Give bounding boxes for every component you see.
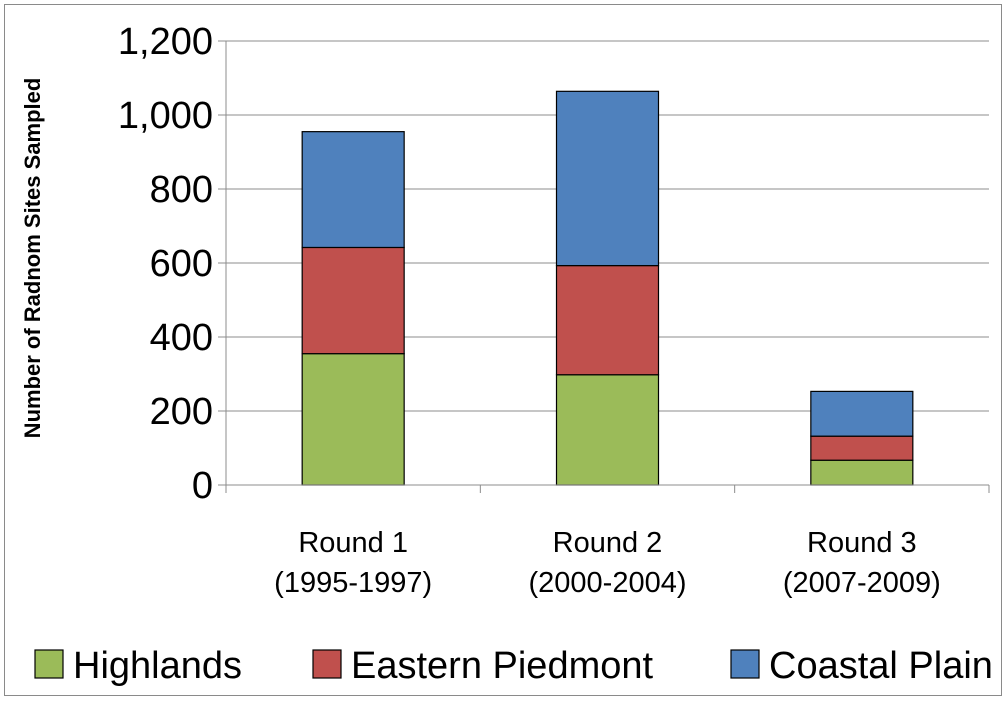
x-tick-label: (2007-2009): [783, 567, 941, 599]
legend-swatch: [34, 649, 64, 679]
bar-segment-coastal-plain: [810, 390, 914, 437]
y-tick-label: 200: [150, 391, 213, 433]
bar-segment-coastal-plain: [301, 131, 405, 249]
x-tick-labels: Round 1 (1995-1997) Round 2 (2000-2004) Roun…: [274, 527, 941, 599]
bar-segment-eastern-piedmont: [555, 264, 660, 376]
legend-swatch: [730, 649, 760, 679]
y-tick-label: 1,000: [118, 95, 213, 137]
legend-label: Coastal Plain: [769, 645, 993, 687]
axes: [225, 41, 990, 493]
y-tick-label: 0: [192, 465, 213, 507]
y-axis-label: Number of Radnom Sites Sampled: [20, 78, 45, 439]
y-tick-label: 400: [150, 317, 213, 359]
x-tick-label: Round 2: [553, 527, 663, 559]
bar-segment-highlands: [810, 459, 914, 486]
bar-segment-highlands: [555, 374, 660, 486]
y-tick-labels: 0 200 400 600 800 1,000 1,200: [118, 21, 213, 507]
x-tick-label: (1995-1997): [274, 567, 432, 599]
y-tick-label: 600: [150, 243, 213, 285]
y-tick-label: 800: [150, 169, 213, 211]
legend-label: Eastern Piedmont: [351, 645, 653, 687]
legend-label: Highlands: [73, 645, 242, 687]
legend-swatch: [312, 649, 342, 679]
chart-frame: [4, 4, 1002, 696]
x-tick-label: (2000-2004): [529, 567, 687, 599]
bar-segment-highlands: [301, 353, 405, 486]
y-tick-label: 1,200: [118, 21, 213, 63]
x-tick-label: Round 3: [807, 527, 917, 559]
bar-segment-eastern-piedmont: [301, 246, 405, 355]
bar-segment-eastern-piedmont: [810, 435, 914, 461]
x-tick-label: Round 1: [298, 527, 408, 559]
bar-segment-coastal-plain: [555, 90, 660, 267]
bars: [301, 90, 914, 486]
legend: Highlands Eastern Piedmont Coastal Plain: [34, 645, 993, 687]
